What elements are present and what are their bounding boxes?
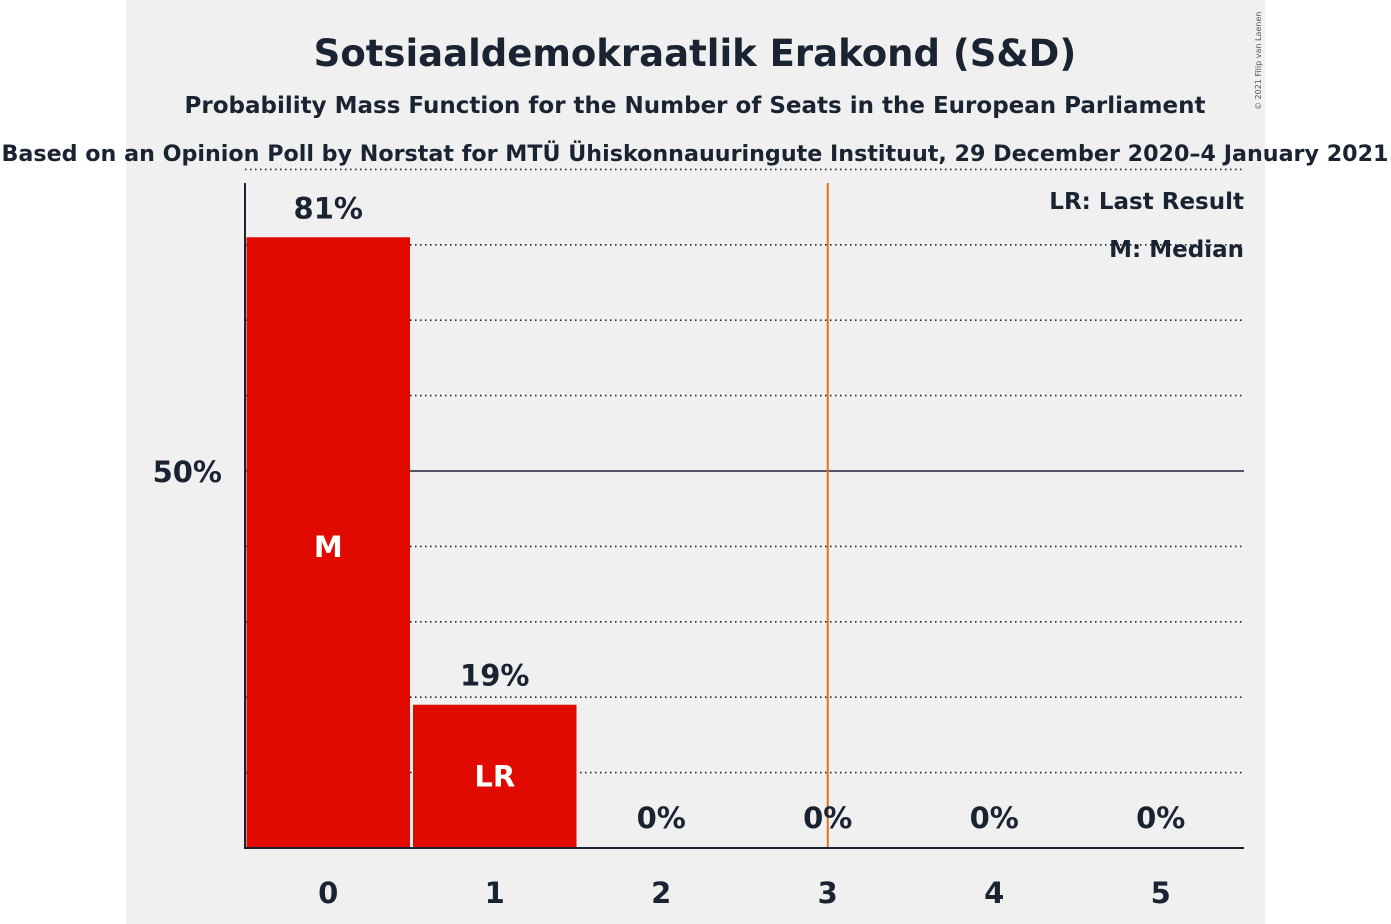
copyright: © 2021 Filip van Laenen — [1254, 12, 1263, 110]
x-tick-label: 0 — [318, 876, 338, 910]
x-tick-label: 1 — [485, 876, 505, 910]
value-label: 0% — [637, 801, 686, 835]
x-tick-label: 2 — [651, 876, 671, 910]
value-label: 81% — [294, 191, 363, 225]
x-tick-label: 3 — [818, 876, 838, 910]
value-label: 19% — [460, 659, 529, 693]
legend-item-median: M: Median — [1109, 237, 1244, 263]
bar-label: LR — [474, 759, 515, 793]
x-tick-label: 5 — [1151, 876, 1171, 910]
y-tick-label: 50% — [153, 455, 222, 489]
bars — [246, 237, 577, 848]
bar-0 — [246, 237, 410, 848]
bar-label: M — [314, 530, 343, 564]
legend: LR: Last Result M: Median — [1049, 189, 1244, 263]
value-label: 0% — [803, 801, 852, 835]
chart-title: Sotsiaaldemokraatlik Erakond (S&D) — [314, 32, 1077, 75]
chart-subtitle: Probability Mass Function for the Number… — [185, 93, 1206, 119]
gridlines — [245, 168, 1244, 774]
chart-source: Based on an Opinion Poll by Norstat for … — [2, 141, 1389, 167]
bar-1 — [413, 704, 577, 848]
labels: 50% 0 1 2 3 4 5 81% 19% 0% 0% 0% 0% M LR — [153, 191, 1186, 910]
value-label: 0% — [970, 801, 1019, 835]
value-label: 0% — [1136, 801, 1185, 835]
legend-item-last-result: LR: Last Result — [1049, 189, 1244, 215]
axes — [244, 183, 1244, 849]
x-tick-label: 4 — [984, 876, 1004, 910]
